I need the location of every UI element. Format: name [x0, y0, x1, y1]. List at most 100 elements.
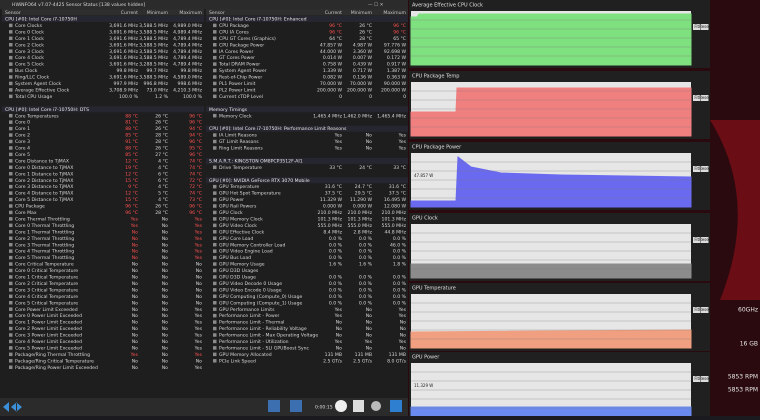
clock-icon[interactable] — [335, 400, 347, 412]
sensor-icon — [9, 223, 13, 228]
sensor-icon — [213, 223, 217, 228]
sensor-label: GT Limit Reasons — [219, 139, 259, 145]
sensor-icon — [213, 326, 217, 331]
sensor-label: GPU Memory Clock — [219, 216, 263, 222]
settings-icon[interactable] — [371, 401, 381, 411]
sensor-icon — [213, 36, 217, 41]
sensor-value: 4 °C — [158, 158, 168, 164]
sensor-icon — [213, 255, 217, 260]
sensor-value: 47.857 W — [320, 42, 343, 48]
sensor-value: Yes — [364, 339, 373, 345]
sensor-icon — [213, 88, 217, 92]
sensor-value: Yes — [398, 339, 407, 345]
sensor-value: Yes — [194, 216, 203, 222]
sensor-label: Core 1 Power Limit Exceeded — [15, 320, 82, 326]
graph-button-label: Reset — [699, 376, 711, 381]
sensor-value: Yes — [398, 307, 407, 313]
sensor-value: 46.0 % — [390, 242, 407, 248]
sensor-value: 99.7 MHz — [146, 68, 168, 74]
sensor-value: 1.6 % — [359, 262, 373, 268]
group-label: CPU [#0]: Intel Core i7-10750H: Enhanced — [209, 17, 307, 23]
sensor-value: No — [162, 249, 168, 255]
sensor-value: 998.6 MHz — [178, 81, 203, 87]
sensor-value: 8.0 GT/s — [387, 358, 407, 364]
sensor-label: Core Thermal Throttling — [15, 216, 70, 222]
graph-button[interactable] — [693, 237, 701, 243]
sensor-icon — [9, 68, 13, 73]
sensor-value: 29.5 °C — [355, 191, 372, 197]
sensor-value: 3,691.6 MHz — [109, 62, 138, 68]
sensor-value: No — [162, 229, 168, 235]
sensor-value: No — [366, 320, 372, 326]
graph-button[interactable] — [701, 95, 709, 101]
sensor-value: Yes — [194, 365, 203, 371]
tool-icon[interactable] — [353, 400, 364, 412]
sensor-value: 90.000 W — [384, 81, 407, 87]
group-label: Memory Timings — [209, 107, 248, 113]
sensor-value: Yes — [194, 242, 203, 248]
sensor-label: GPU Power — [219, 197, 244, 203]
sensor-value: 95 °C — [189, 146, 202, 152]
close-icon[interactable] — [390, 400, 402, 412]
sensor-value: No — [162, 352, 168, 358]
sensor-value: No — [162, 345, 168, 351]
sensor-label: GPU Effective Clock — [219, 229, 264, 235]
sensor-label: Core 2 Clock — [15, 42, 44, 48]
tool-icon[interactable] — [268, 400, 280, 412]
toolbar — [0, 398, 408, 416]
sensor-icon — [9, 255, 13, 260]
tool-icon[interactable] — [290, 400, 302, 412]
sensor-value: 26 °C — [155, 204, 168, 210]
sensor-value: 0.0 % — [359, 300, 373, 306]
sensor-value: 3,691.6 MHz — [109, 49, 138, 55]
sensor-label: Core 0 Distance to TjMAX — [15, 165, 73, 171]
graph-button[interactable] — [701, 376, 709, 382]
column-header: Minimum — [147, 10, 169, 16]
sensor-label: Core 5 Critical Temperature — [15, 300, 78, 306]
sensor-label: Core 4 Power Limit Exceeded — [15, 339, 82, 345]
graph-button[interactable] — [693, 166, 701, 172]
graph-button[interactable] — [693, 376, 701, 382]
graph-button[interactable] — [701, 307, 709, 313]
sensor-value: Yes — [130, 223, 139, 229]
sensor-label: Core 5 — [15, 152, 30, 158]
window-controls[interactable]: — ☐ ✕ — [368, 2, 384, 8]
group-label: CPU [#0]: Intel Core i7-10750H — [5, 17, 77, 23]
sensor-icon — [9, 146, 13, 150]
sensor-label: Memory Clock — [219, 113, 252, 119]
sensor-value: 3,588.5 MHz — [139, 23, 168, 29]
sensor-icon — [213, 262, 217, 266]
sensor-value: 96 °C — [189, 139, 202, 145]
graph-button[interactable] — [701, 24, 709, 30]
sensor-value: 131 MB — [389, 352, 406, 358]
graph-plot — [410, 13, 692, 66]
sensor-label: IA Cores Power — [219, 49, 253, 55]
graph-button[interactable] — [693, 95, 701, 101]
sensor-value: 4,789.4 MHz — [173, 49, 202, 55]
desktop-text: 16 GB — [740, 341, 758, 348]
graph-button[interactable] — [701, 166, 709, 172]
sensor-label: CPU Package — [219, 23, 249, 29]
sensor-value: 0.717 W — [353, 68, 373, 74]
sensor-value: No — [132, 255, 138, 261]
sensor-value: 3,691.6 MHz — [109, 36, 138, 42]
sensor-value: No — [162, 287, 168, 293]
sensor-value: 0.000 W — [323, 204, 343, 210]
graph-button[interactable] — [693, 307, 701, 313]
graph-button[interactable] — [693, 24, 701, 30]
sensor-value: No — [132, 300, 138, 306]
sensor-value: No — [196, 294, 202, 300]
sensor-label: Core 4 Critical Temperature — [15, 294, 78, 300]
column-header: Current — [325, 10, 342, 16]
sensor-icon — [9, 320, 13, 324]
sensor-label: Total DRAM Power — [218, 62, 260, 68]
graph-button[interactable] — [701, 237, 709, 243]
sensor-icon — [213, 230, 217, 234]
sensor-value: 96 °C — [189, 204, 202, 210]
sensor-value: Yes — [334, 313, 343, 319]
nav-arrows[interactable] — [3, 402, 22, 412]
sensor-value: 0.0 % — [393, 281, 407, 287]
sensor-icon — [213, 49, 217, 53]
sensor-label: GPU Memory Allocated — [219, 352, 272, 358]
